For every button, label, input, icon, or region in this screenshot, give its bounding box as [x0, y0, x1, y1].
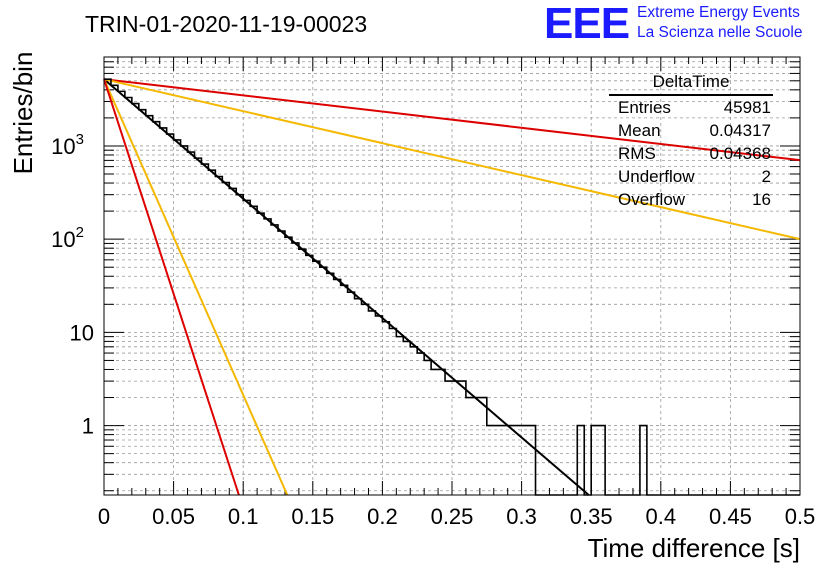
x-tick-label: 0.05 — [152, 504, 195, 529]
stats-row-overflow: Overflow 16 — [609, 188, 779, 211]
x-tick-labels: 0 0.05 0.1 0.15 0.2 0.25 0.3 0.35 0.4 0.45 0.5 — [98, 504, 815, 529]
stats-value: 16 — [752, 190, 771, 209]
fit-line — [103, 78, 801, 162]
y-tick-label: 102 — [51, 224, 84, 252]
chart-title: TRIN-01-2020-11-19-00023 — [85, 11, 367, 37]
stats-label: Underflow — [618, 167, 695, 186]
stats-box: DeltaTime Entries 45981 Mean 0.04317 RMS… — [609, 72, 779, 211]
y-tick-label: 1 — [82, 414, 94, 439]
stats-row-mean: Mean 0.04317 — [609, 119, 779, 142]
x-tick-label: 0.1 — [228, 504, 259, 529]
x-tick-label: 0.2 — [367, 504, 398, 529]
stats-value: 0.04368 — [709, 144, 771, 163]
plot-frame — [103, 56, 801, 496]
x-axis-label: Time difference [s] — [588, 533, 800, 563]
eee-branding: Extreme Energy Events La Scienza nelle S… — [637, 3, 802, 43]
y-tick-label: 103 — [51, 131, 84, 159]
x-tick-label: 0.35 — [570, 504, 613, 529]
stats-value: 2 — [761, 167, 771, 186]
y-axis-label: Entries/bin — [8, 52, 38, 175]
branding-line-1: Extreme Energy Events — [637, 4, 800, 21]
stats-label: RMS — [618, 144, 656, 163]
x-tick-label: 0.25 — [431, 504, 474, 529]
x-tick-label: 0.15 — [291, 504, 334, 529]
x-tick-label: 0.4 — [646, 504, 677, 529]
fit-line — [103, 78, 590, 496]
y-tick-labels: 1 10 102 103 — [51, 131, 94, 439]
stats-value: 45981 — [723, 98, 771, 117]
stats-title: DeltaTime — [609, 72, 773, 96]
y-tick-exponent: 2 — [76, 224, 84, 241]
stats-row-entries: Entries 45981 — [609, 96, 779, 119]
stats-label: Entries — [618, 98, 671, 117]
x-tick-label: 0.45 — [709, 504, 752, 529]
stats-label: Overflow — [618, 190, 686, 209]
x-tick-label: 0.5 — [785, 504, 816, 529]
stats-label: Mean — [618, 121, 661, 140]
stats-row-underflow: Underflow 2 — [609, 165, 779, 188]
stats-row-rms: RMS 0.04368 — [609, 142, 779, 165]
fit-line — [103, 78, 801, 241]
eee-logo: EEE — [544, 0, 630, 48]
x-tick-label: 0.3 — [506, 504, 537, 529]
branding-line-2: La Scienza nelle Scuole — [637, 24, 803, 41]
stats-value: 0.04317 — [709, 121, 771, 140]
y-tick-exponent: 3 — [76, 131, 84, 148]
fit-line — [103, 78, 289, 496]
fit-line — [103, 78, 240, 496]
x-tick-label: 0 — [98, 504, 110, 529]
y-tick-label: 10 — [70, 320, 94, 345]
